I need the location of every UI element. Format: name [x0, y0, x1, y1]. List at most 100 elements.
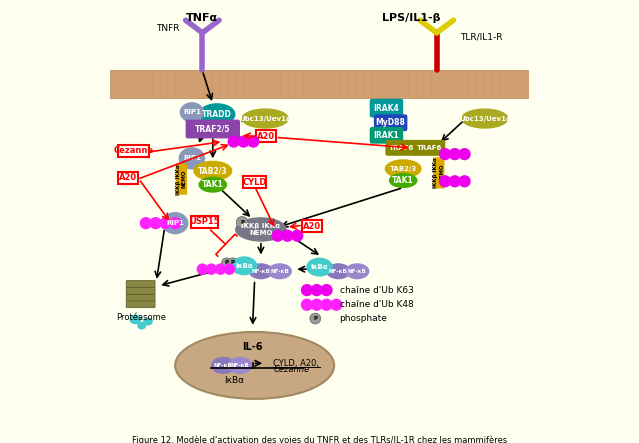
Text: RIP1: RIP1	[183, 155, 201, 161]
Text: A20: A20	[303, 222, 321, 230]
Ellipse shape	[268, 264, 291, 279]
Text: RIP1: RIP1	[166, 220, 184, 226]
Circle shape	[449, 176, 460, 187]
Ellipse shape	[346, 264, 369, 279]
Ellipse shape	[138, 323, 146, 329]
Text: CYLD: CYLD	[242, 178, 267, 187]
Circle shape	[215, 264, 226, 274]
Circle shape	[170, 218, 181, 229]
FancyBboxPatch shape	[126, 300, 155, 308]
Text: Ubc13/Uev1a: Ubc13/Uev1a	[239, 116, 291, 121]
Ellipse shape	[139, 288, 149, 296]
Circle shape	[236, 217, 248, 228]
Text: NF-κB: NF-κB	[348, 269, 367, 274]
Ellipse shape	[231, 257, 257, 275]
Text: TAK1: TAK1	[392, 176, 414, 185]
Text: NF-κB: NF-κB	[214, 363, 233, 368]
Circle shape	[238, 136, 249, 147]
Circle shape	[222, 258, 231, 268]
Circle shape	[160, 218, 171, 229]
Ellipse shape	[180, 148, 204, 169]
Circle shape	[459, 176, 470, 187]
FancyBboxPatch shape	[370, 127, 403, 144]
Text: NF-κB: NF-κB	[252, 269, 270, 274]
Circle shape	[197, 264, 208, 274]
Circle shape	[459, 149, 470, 159]
Circle shape	[248, 136, 259, 147]
Text: IκBα: IκBα	[311, 264, 328, 270]
FancyBboxPatch shape	[185, 120, 240, 138]
Ellipse shape	[462, 109, 508, 128]
Text: TAB2/3: TAB2/3	[390, 166, 417, 172]
Text: CYLD, A20,: CYLD, A20,	[273, 359, 320, 368]
FancyBboxPatch shape	[256, 130, 277, 142]
Text: TRAF2/5: TRAF2/5	[195, 124, 231, 133]
Text: IRAK4: IRAK4	[374, 104, 399, 113]
FancyBboxPatch shape	[126, 287, 155, 294]
Ellipse shape	[144, 318, 152, 325]
Circle shape	[206, 264, 217, 274]
Circle shape	[440, 149, 450, 159]
Ellipse shape	[127, 286, 139, 294]
Ellipse shape	[249, 264, 272, 279]
Text: TRADD: TRADD	[202, 110, 232, 119]
Circle shape	[272, 230, 283, 241]
Ellipse shape	[212, 358, 235, 373]
Text: P: P	[313, 316, 318, 321]
Ellipse shape	[175, 332, 334, 399]
Ellipse shape	[199, 104, 235, 125]
Text: P: P	[240, 220, 244, 225]
Circle shape	[310, 313, 321, 324]
FancyBboxPatch shape	[118, 145, 149, 157]
Text: TRAF6: TRAF6	[389, 145, 413, 151]
Circle shape	[302, 285, 312, 295]
Ellipse shape	[236, 218, 286, 241]
FancyBboxPatch shape	[374, 114, 408, 131]
Circle shape	[331, 299, 342, 310]
FancyBboxPatch shape	[126, 294, 155, 301]
Text: phosphate: phosphate	[339, 314, 387, 323]
Circle shape	[440, 176, 450, 187]
Text: A20: A20	[119, 174, 137, 183]
Ellipse shape	[199, 177, 226, 192]
Text: IKKβ IKKα
NEMO: IKKβ IKKα NEMO	[176, 164, 187, 194]
FancyBboxPatch shape	[385, 140, 417, 156]
Text: IKKβ IKKα
NEMO: IKKβ IKKα NEMO	[242, 223, 281, 236]
Text: chaîne d'Ub K63: chaîne d'Ub K63	[339, 286, 413, 295]
Circle shape	[321, 285, 332, 295]
FancyBboxPatch shape	[302, 220, 323, 233]
Circle shape	[449, 149, 460, 159]
Text: Cezanne: Cezanne	[113, 146, 153, 155]
Circle shape	[150, 218, 161, 229]
Circle shape	[302, 299, 312, 310]
Text: TAK1: TAK1	[202, 180, 224, 189]
FancyBboxPatch shape	[126, 280, 155, 288]
FancyBboxPatch shape	[191, 216, 218, 228]
Text: P: P	[231, 260, 235, 265]
Circle shape	[282, 230, 293, 241]
Text: TRAF6: TRAF6	[417, 145, 442, 151]
Circle shape	[311, 299, 322, 310]
Text: TLR/IL1-R: TLR/IL1-R	[459, 32, 502, 42]
Circle shape	[321, 299, 332, 310]
Bar	[111, 70, 528, 97]
Circle shape	[141, 218, 151, 229]
Ellipse shape	[327, 264, 350, 279]
Text: chaîne d'Ub K48: chaîne d'Ub K48	[339, 300, 413, 309]
Ellipse shape	[242, 109, 288, 128]
Text: RIP1: RIP1	[183, 109, 201, 115]
Text: Cezanne: Cezanne	[273, 365, 310, 374]
Text: TAB2/3: TAB2/3	[198, 167, 227, 175]
Circle shape	[292, 230, 303, 241]
Text: IκBα: IκBα	[235, 263, 253, 269]
Text: IκBα: IκBα	[224, 376, 244, 385]
Text: LPS/IL1-β: LPS/IL1-β	[382, 13, 441, 23]
Ellipse shape	[194, 161, 231, 180]
Text: IKKβ IKKα
NEMO: IKKβ IKKα NEMO	[433, 158, 444, 188]
FancyBboxPatch shape	[370, 99, 403, 117]
Text: NF-κB: NF-κB	[329, 269, 348, 274]
Text: P: P	[225, 260, 229, 265]
Text: MyD88: MyD88	[376, 118, 406, 127]
Text: NF-κB: NF-κB	[270, 269, 289, 274]
FancyBboxPatch shape	[118, 172, 138, 184]
